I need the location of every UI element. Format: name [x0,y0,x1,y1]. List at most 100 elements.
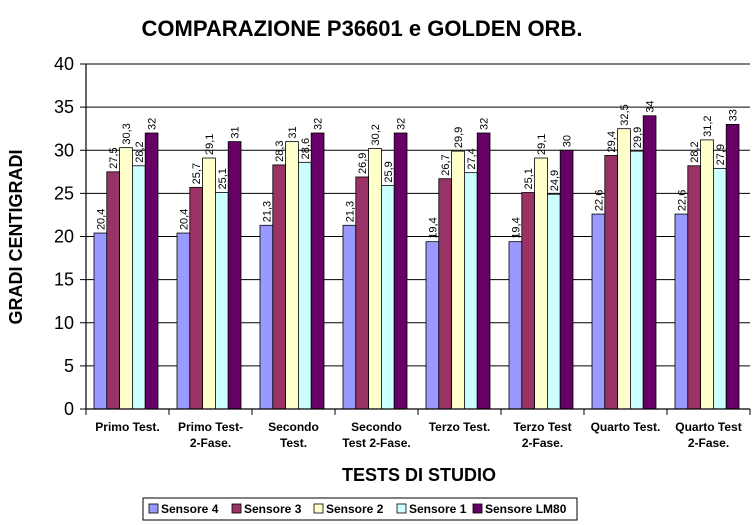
y-tick-label: 25 [54,183,74,203]
bar [227,141,242,410]
data-label: 26,7 [440,154,452,175]
data-label: 32,5 [619,104,631,125]
data-label: 22,6 [676,190,688,211]
y-tick-label: 0 [64,399,74,419]
legend-box [142,497,578,521]
data-label: 19,4 [510,217,522,238]
x-tick-label: Secondo [268,420,319,434]
x-tick-label: 2-Fase. [190,436,231,450]
bar [393,132,408,410]
data-label: 27,5 [108,147,120,168]
data-label: 30 [562,135,574,147]
y-tick-label: 10 [54,313,74,333]
data-label: 27,4 [466,148,478,169]
data-label: 28,6 [300,138,312,159]
bar [630,150,644,410]
bar [463,172,478,410]
data-label: 25,9 [383,161,395,182]
x-tick-label: Quarto Test. [591,420,661,434]
y-tick-label: 15 [54,270,74,290]
bar [700,139,714,410]
bar [591,213,606,410]
y-axis-title: GRADI CENTIGRADI [6,150,26,325]
data-label: 28,2 [689,141,701,162]
legend-label: Sensore LM80 [485,502,567,516]
data-label: 29,9 [632,127,644,148]
bar [144,132,159,410]
bar [176,232,191,410]
y-tick-label: 5 [64,356,74,376]
legend-swatch [148,503,159,514]
bar [106,171,121,410]
bar [189,186,204,410]
bar [617,128,631,410]
x-tick-label: Test 2-Fase. [342,436,410,450]
data-labels: 20,427,530,328,23220,425,729,125,13121,3… [95,101,739,239]
data-label: 30,2 [370,124,382,145]
bar [285,141,299,410]
bar [534,157,548,410]
data-label: 19,4 [427,217,439,238]
y-tick-label: 30 [54,140,74,160]
bar [131,165,146,410]
data-label: 29,1 [536,134,548,155]
data-label: 20,4 [178,209,190,230]
data-label: 21,3 [344,201,356,222]
data-label: 20,4 [95,209,107,230]
bar [547,193,561,410]
bar [508,241,523,410]
chart-title: COMPARAZIONE P36601 e GOLDEN ORB. [142,16,583,41]
bar [380,185,395,410]
data-label: 25,1 [217,168,229,189]
data-label: 29,1 [204,134,216,155]
bar [342,224,357,410]
data-label: 24,9 [549,170,561,191]
bar [451,150,465,410]
bar [355,176,369,410]
y-tick-labels: 0 5 10 15 20 25 30 35 40 [54,54,74,419]
bar [214,192,229,410]
data-label: 31,2 [702,115,714,136]
x-tick-label: Quarto Test [675,420,741,434]
bar [425,241,440,410]
bar [687,165,701,410]
x-tick-label: Primo Test- [178,420,243,434]
bar [438,178,452,410]
bars [93,115,740,410]
x-tick-label: 2-Fase. [688,436,729,450]
legend-label: Sensore 3 [244,502,302,516]
axes [80,63,751,415]
data-label: 30,3 [121,123,133,144]
x-axis-title: TESTS DI STUDIO [342,465,496,485]
data-label: 31 [287,126,299,138]
x-tick-label: Terzo Test [513,420,571,434]
data-label: 28,3 [274,140,286,161]
data-label: 25,7 [191,163,203,184]
data-label: 34 [645,101,657,113]
data-label: 22,6 [593,190,605,211]
bar [642,115,657,410]
legend-swatch [231,503,242,514]
legend-label: Sensore 4 [161,502,219,516]
data-label: 28,2 [134,141,146,162]
bar [119,147,133,410]
data-label: 29,4 [606,131,618,152]
bar [310,132,325,410]
bar [259,224,274,410]
data-label: 29,9 [453,127,465,148]
y-tick-label: 35 [54,97,74,117]
data-label: 32 [147,118,159,130]
legend-swatch [396,503,407,514]
bar [725,123,740,410]
legend-label: Sensore 1 [409,502,467,516]
bar [297,161,312,410]
legend-label: Sensore 2 [326,502,384,516]
bar [674,213,689,410]
bar [476,132,491,410]
x-tick-label: Primo Test. [95,420,159,434]
legend: Sensore 4 Sensore 3 Sensore 2 Sensore 1 Sens… [142,497,578,521]
legend-swatch [472,503,483,514]
data-label: 32 [313,118,325,130]
